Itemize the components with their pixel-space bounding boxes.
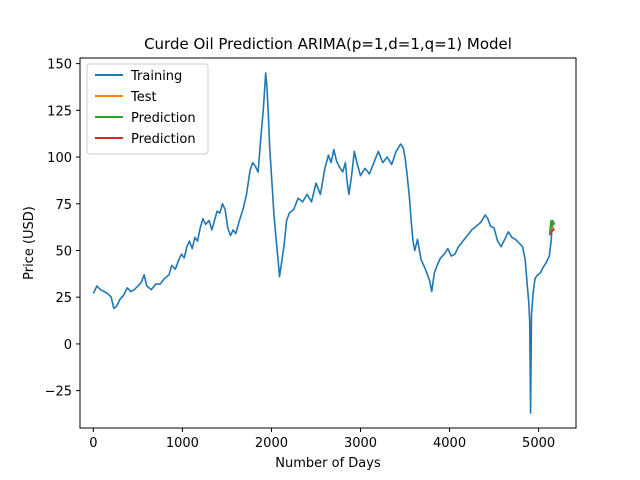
legend-label-3: Prediction xyxy=(131,111,196,126)
y-tick-label: 75 xyxy=(55,198,72,213)
y-axis: −25 0 25 50 75 100 125 150 xyxy=(45,58,80,400)
y-tick-label: −25 xyxy=(45,385,72,400)
legend: Training Test Prediction Prediction xyxy=(86,63,209,155)
y-axis-title: Price (USD) xyxy=(22,206,37,280)
y-tick-label: 50 xyxy=(55,244,72,259)
x-tick-label: 2000 xyxy=(255,436,288,451)
x-tick-label: 1000 xyxy=(166,436,199,451)
chart-title: Curde Oil Prediction ARIMA(p=1,d=1,q=1) … xyxy=(144,35,512,53)
plot-frame xyxy=(79,57,577,429)
y-tick-label: 100 xyxy=(47,151,72,166)
x-tick-label: 4000 xyxy=(433,436,466,451)
y-tick-label: 125 xyxy=(47,104,72,119)
x-tick-label: 0 xyxy=(89,436,97,451)
series-layer xyxy=(92,72,556,414)
series-line-4 xyxy=(549,229,555,235)
legend-label-2: Test xyxy=(130,90,157,105)
legend-box xyxy=(86,63,209,155)
series-line-3 xyxy=(548,219,556,236)
legend-label-4: Prediction xyxy=(131,132,196,147)
x-tick-label: 5000 xyxy=(522,436,555,451)
x-tick-label: 3000 xyxy=(344,436,377,451)
series-line-1 xyxy=(92,72,553,414)
y-tick-label: 150 xyxy=(47,58,72,73)
x-axis: 0 1000 2000 3000 4000 5000 xyxy=(89,428,555,451)
y-tick-label: 25 xyxy=(55,291,72,306)
x-axis-title: Number of Days xyxy=(275,456,381,471)
y-tick-label: 0 xyxy=(64,338,72,353)
legend-label-1: Training xyxy=(130,69,182,84)
